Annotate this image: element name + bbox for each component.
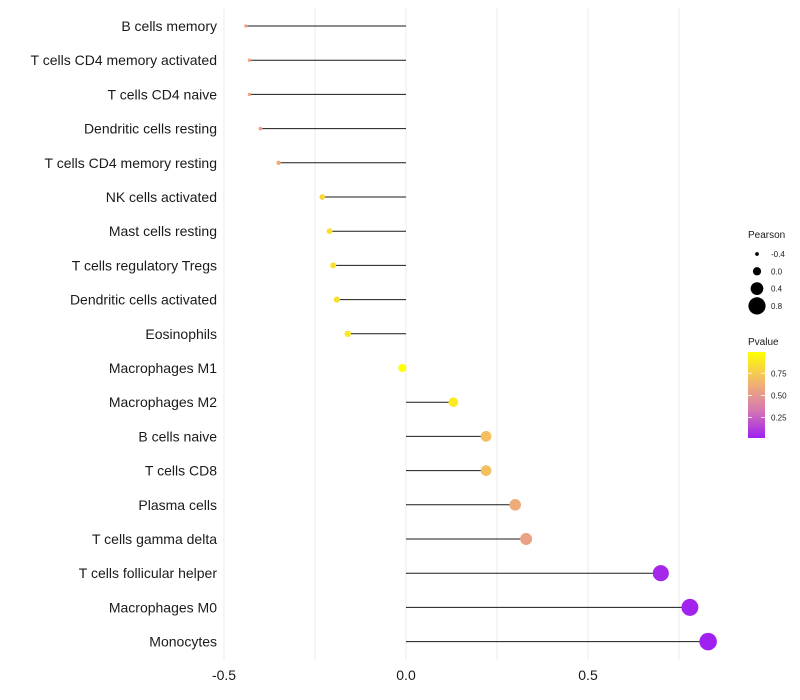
size-legend-label: 0.4 (771, 285, 783, 294)
lollipop-point (247, 58, 252, 62)
x-tick-label: 0.0 (396, 667, 416, 683)
category-label: B cells naive (138, 428, 217, 444)
size-legend-dot (752, 267, 762, 276)
category-label: T cells CD4 memory resting (45, 155, 217, 171)
size-legend-dot (755, 252, 759, 256)
size-legend-label: 0.8 (771, 302, 783, 311)
lollipop-point (244, 24, 248, 28)
lollipop-point (480, 431, 492, 442)
x-axis-ticks: -0.5 0.0 0.5 (212, 667, 598, 683)
size-legend-label: -0.4 (771, 250, 785, 259)
category-label: Macrophages M2 (109, 394, 217, 410)
x-tick-label: 0.5 (578, 667, 598, 683)
lollipop-point (448, 397, 459, 408)
lollipop-point (398, 363, 407, 373)
category-label: T cells CD4 memory activated (31, 52, 217, 68)
category-label: Macrophages M0 (109, 599, 217, 615)
category-label: T cells CD8 (145, 463, 217, 479)
lollipop-point (326, 228, 333, 235)
category-label: Dendritic cells activated (70, 292, 217, 308)
lollipop-point (330, 262, 337, 269)
category-label: Eosinophils (145, 326, 217, 342)
size-legend-dot (750, 282, 764, 295)
x-tick-label: -0.5 (212, 667, 236, 683)
category-label: Plasma cells (138, 497, 217, 513)
category-label: T cells regulatory Tregs (72, 257, 217, 273)
category-label: Macrophages M1 (109, 360, 217, 376)
size-legend-title: Pearson (748, 230, 785, 241)
category-label: B cells memory (121, 18, 217, 34)
color-legend-title: Pvalue (748, 337, 779, 348)
size-legend-dot (748, 297, 766, 315)
category-label: T cells follicular helper (79, 565, 218, 581)
category-label: T cells gamma delta (92, 531, 217, 547)
lollipop-point (699, 632, 717, 651)
dot-layer (244, 24, 717, 651)
lollipop-point (509, 499, 521, 511)
lollipop-point (247, 92, 252, 97)
category-label: Mast cells resting (109, 223, 217, 239)
lollipop-point (520, 533, 533, 545)
category-label: Monocytes (149, 634, 217, 650)
lollipop-point (681, 598, 699, 616)
lollipop-point (258, 126, 263, 131)
stem-layer (245, 25, 709, 643)
lollipop-point (344, 330, 351, 338)
lollipop-point (652, 565, 669, 582)
lollipop-point (319, 194, 326, 200)
color-legend-label: 0.25 (771, 414, 787, 423)
pvalue-colorbar (748, 352, 765, 438)
category-label: Dendritic cells resting (84, 121, 217, 137)
color-legend-label: 0.50 (771, 391, 787, 400)
category-label: NK cells activated (106, 189, 217, 205)
pearson-size-legend: Pearson -0.4 0.0 0.4 0.8 (748, 230, 785, 315)
pvalue-color-legend: Pvalue 0.75 0.50 0.25 (748, 337, 787, 438)
lollipop-point (276, 160, 281, 165)
lollipop-point (333, 296, 340, 303)
lollipop-point (480, 465, 492, 476)
color-legend-label: 0.75 (771, 369, 787, 378)
category-label: T cells CD4 naive (108, 86, 218, 102)
grid-layer (223, 8, 680, 660)
size-legend-label: 0.0 (771, 267, 783, 276)
category-labels: B cells memory T cells CD4 memory activat… (31, 18, 218, 650)
